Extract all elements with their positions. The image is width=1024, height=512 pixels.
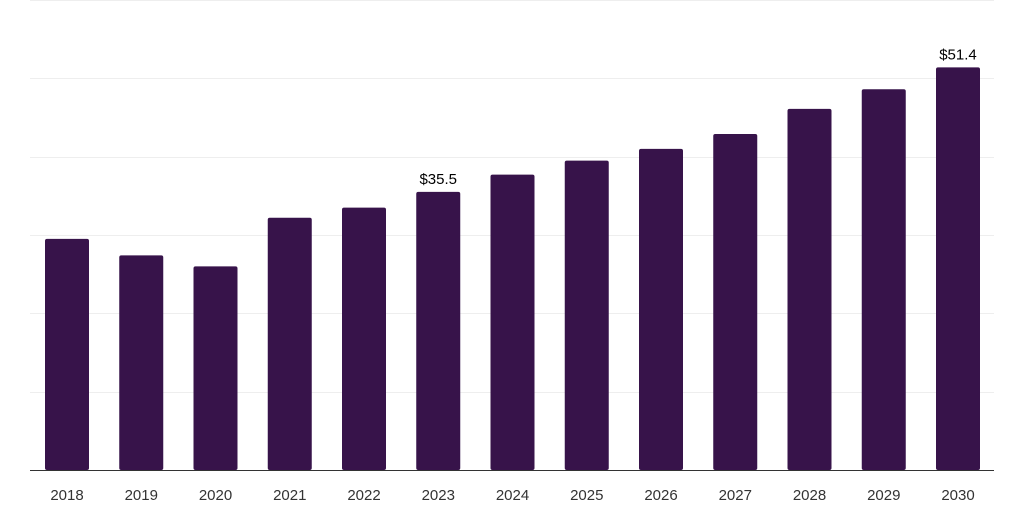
x-tick-label: 2020	[199, 487, 232, 504]
bars-layer	[45, 67, 980, 471]
x-tick-label: 2029	[867, 487, 900, 504]
x-tick-label: 2026	[644, 487, 677, 504]
x-tick-label: 2024	[496, 487, 529, 504]
bar-2027[interactable]	[713, 133, 758, 470]
x-tick-label: 2019	[125, 487, 158, 504]
bar-2024[interactable]	[490, 174, 535, 470]
bar-2018[interactable]	[45, 238, 89, 470]
data-label-2023: $35.5	[419, 171, 457, 188]
bar-2025[interactable]	[564, 160, 609, 470]
bar-2026[interactable]	[639, 148, 683, 470]
x-tick-label: 2025	[570, 487, 603, 504]
bar-2023[interactable]	[416, 191, 461, 471]
bar-2022[interactable]	[342, 207, 386, 470]
x-tick-label: 2021	[273, 487, 306, 504]
bar-2019[interactable]	[119, 255, 164, 470]
x-tick-label: 2022	[347, 487, 380, 504]
bar-2020[interactable]	[193, 266, 238, 470]
x-tick-label: 2023	[422, 487, 455, 504]
x-axis: 2018 2019 2020 2021 2022 2023 2024 2025 2026 2027…	[30, 470, 994, 504]
bar-2030[interactable]	[936, 67, 980, 471]
bar-2021[interactable]	[267, 217, 312, 470]
data-labels-layer: $35.5 $51.4	[419, 46, 976, 188]
x-tick-label: 2018	[50, 487, 83, 504]
bar-2029[interactable]	[861, 89, 906, 471]
data-label-2030: $51.4	[939, 46, 977, 63]
bar-2028[interactable]	[787, 108, 832, 470]
x-tick-label: 2027	[719, 487, 752, 504]
x-tick-label: 2030	[941, 487, 974, 504]
x-tick-label: 2028	[793, 487, 826, 504]
